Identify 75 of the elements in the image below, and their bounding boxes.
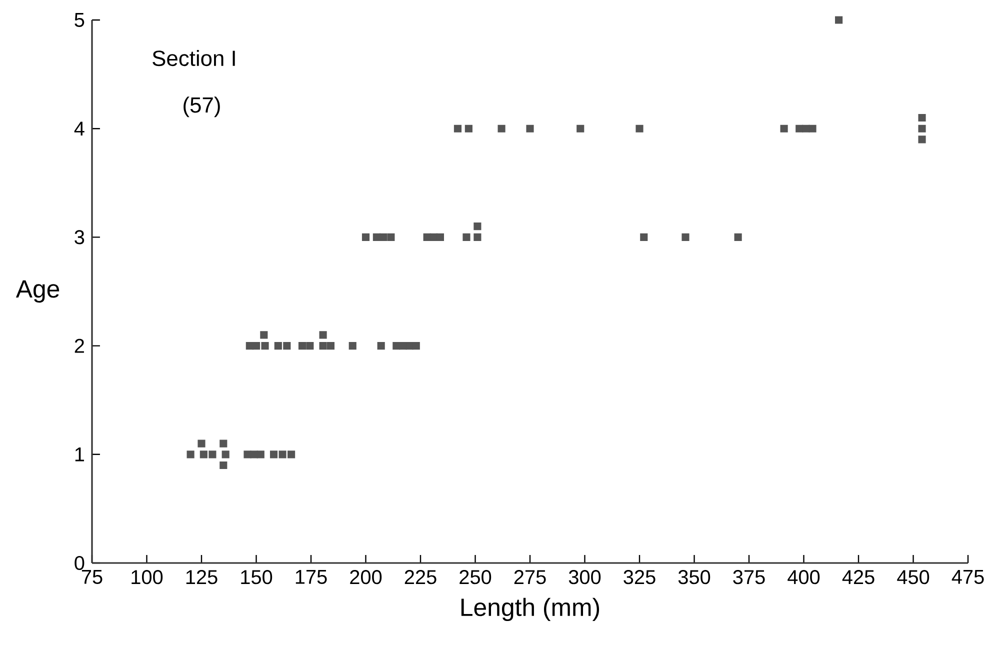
annotation: Section I <box>152 50 235 66</box>
y-tick-label: 3 <box>74 230 84 244</box>
point <box>319 331 327 339</box>
point <box>462 233 470 241</box>
point <box>260 331 268 339</box>
point <box>576 124 584 132</box>
point <box>526 124 534 132</box>
x-tick-label: 225 <box>404 570 436 584</box>
x-tick-label: 450 <box>897 570 930 584</box>
y-tick-label: 2 <box>74 338 84 353</box>
point <box>288 450 296 458</box>
point <box>498 124 506 132</box>
y-tick-label: 4 <box>74 122 84 136</box>
point <box>474 233 482 241</box>
point <box>283 342 291 350</box>
point <box>270 450 278 458</box>
point <box>244 450 252 458</box>
point <box>454 124 462 132</box>
point <box>222 450 230 458</box>
y-axis-title: Age <box>16 280 60 303</box>
point <box>640 233 648 241</box>
x-tick-label: 475 <box>952 570 984 584</box>
point <box>918 124 926 132</box>
point <box>198 440 206 448</box>
point <box>319 342 327 350</box>
point <box>256 450 264 458</box>
x-tick-label: 250 <box>460 570 492 584</box>
point <box>278 450 286 458</box>
x-tick-label: 400 <box>788 570 820 584</box>
point <box>412 342 420 350</box>
point <box>377 342 385 350</box>
point <box>808 124 816 132</box>
x-tick-label: 275 <box>514 570 546 584</box>
x-tick-label: 200 <box>350 570 382 584</box>
point <box>734 233 742 241</box>
point <box>918 136 926 144</box>
point <box>298 342 306 350</box>
point <box>464 124 472 132</box>
point <box>387 233 395 241</box>
point <box>261 342 269 350</box>
point <box>436 233 444 241</box>
y-tick-label: 1 <box>75 448 84 462</box>
point <box>379 233 388 241</box>
x-tick-label: 300 <box>568 570 601 584</box>
x-tick-label: 350 <box>678 570 710 584</box>
point <box>362 233 370 241</box>
x-tick-label: 175 <box>296 570 327 584</box>
point <box>918 114 926 122</box>
point <box>252 342 260 350</box>
point <box>208 450 216 458</box>
x-tick-label: 375 <box>733 570 765 584</box>
point <box>399 342 407 350</box>
x-tick-label: 75 <box>82 570 102 584</box>
x-tick-label: 125 <box>186 570 218 584</box>
x-tick-label: 425 <box>842 570 874 584</box>
x-tick-label: 325 <box>624 570 656 584</box>
point <box>186 450 194 458</box>
point <box>200 450 208 458</box>
point <box>274 342 282 350</box>
point <box>474 222 482 230</box>
y-tick-label: 5 <box>74 13 84 27</box>
point <box>306 342 314 350</box>
point <box>636 124 644 132</box>
annotation: (57) <box>184 96 220 118</box>
point <box>682 233 690 241</box>
x-axis-title: Length (mm) <box>461 598 600 622</box>
y-tick-label: 0 <box>74 556 84 570</box>
point <box>220 440 228 448</box>
point <box>326 342 334 350</box>
point <box>835 16 843 24</box>
x-tick-label: 150 <box>241 570 272 584</box>
point <box>220 461 228 470</box>
point <box>348 342 356 350</box>
point <box>780 124 788 132</box>
x-tick-label: 100 <box>132 570 163 584</box>
